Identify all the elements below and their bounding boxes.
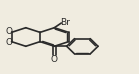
Text: O: O	[6, 27, 13, 36]
Text: Br: Br	[60, 18, 70, 27]
Text: O: O	[51, 55, 58, 64]
Text: O: O	[6, 38, 13, 47]
